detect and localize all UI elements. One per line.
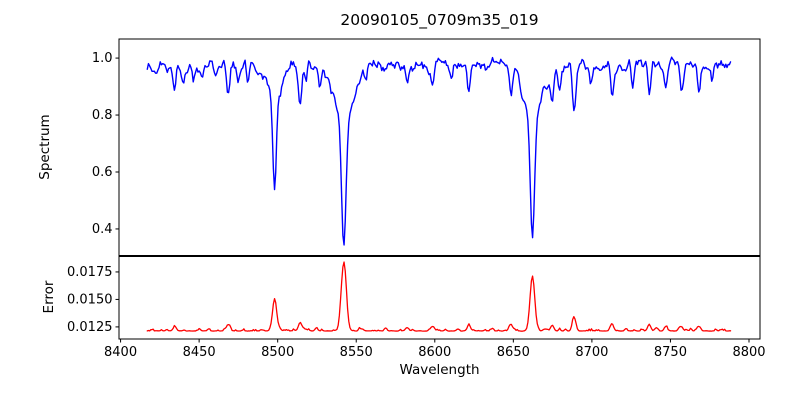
error-y-axis-label: Error	[41, 280, 57, 314]
x-tick-label: 8800	[732, 345, 765, 360]
spectrum-y-tick-label: 0.4	[92, 222, 113, 237]
x-tick-label: 8450	[183, 345, 216, 360]
x-tick-label: 8550	[340, 345, 373, 360]
x-tick-label: 8700	[575, 345, 608, 360]
error-panel-border	[118, 255, 761, 340]
spectrum-y-tick-label: 1.0	[92, 51, 113, 66]
x-tick-label: 8750	[654, 345, 687, 360]
x-tick-label: 8650	[497, 345, 530, 360]
spectrum-y-axis-label: Spectrum	[37, 114, 53, 180]
error-y-tick-label: 0.0150	[67, 292, 113, 307]
x-tick-label: 8600	[418, 345, 451, 360]
plot-title: 20090105_0709m35_019	[340, 11, 539, 29]
error-line	[146, 261, 732, 332]
x-tick-label: 8400	[104, 345, 137, 360]
spectrum-y-tick-label: 0.6	[92, 165, 113, 180]
spectrum-line	[146, 56, 732, 246]
error-y-tick-label: 0.0175	[67, 265, 113, 280]
spectrum-y-tick-label: 0.8	[92, 108, 113, 123]
x-tick-label: 8500	[261, 345, 294, 360]
x-axis-label: Wavelength	[399, 362, 480, 378]
spectrum-panel-border	[118, 38, 761, 257]
error-y-tick-label: 0.0125	[67, 320, 113, 335]
